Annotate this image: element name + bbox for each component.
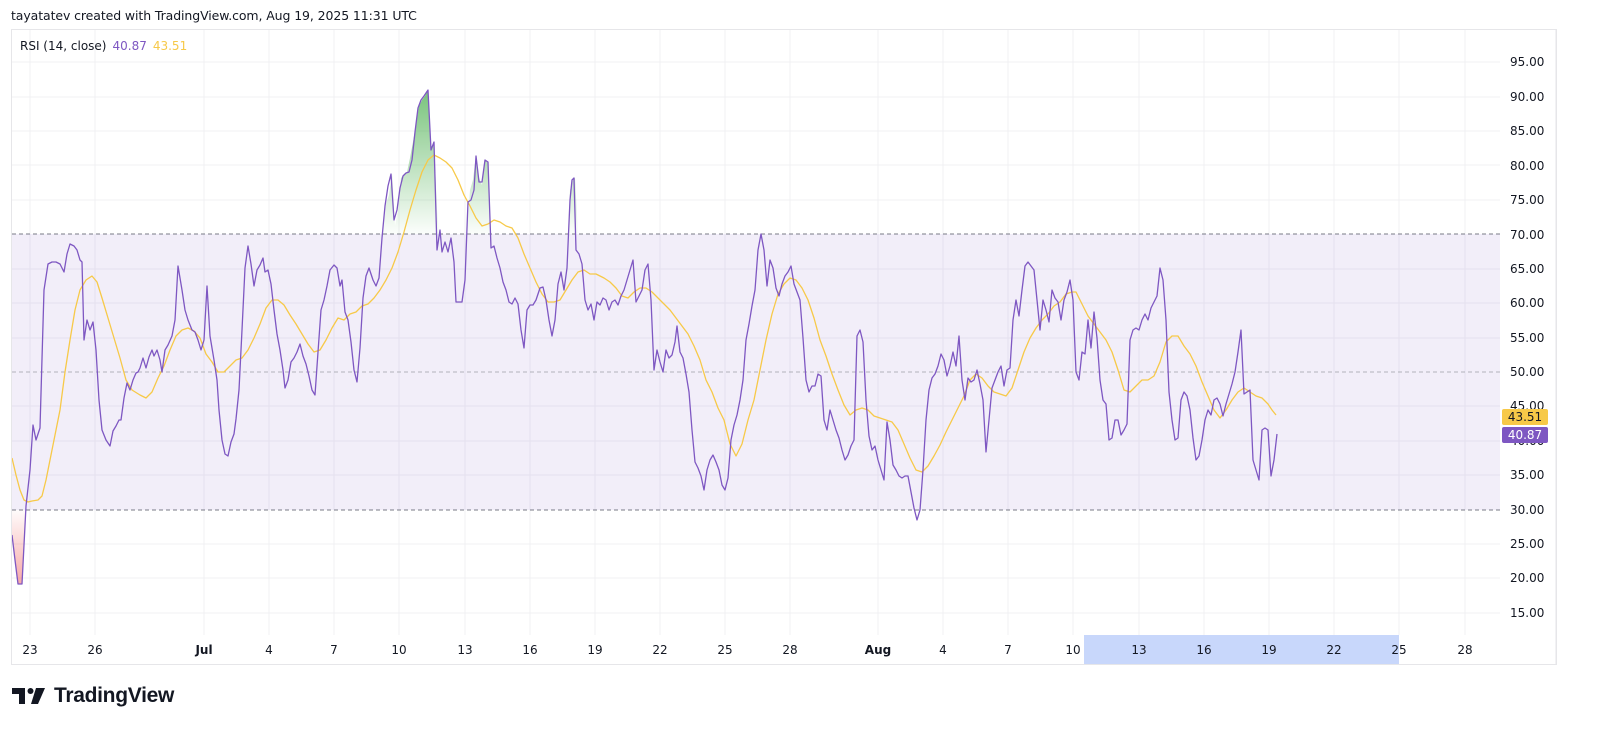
chart-credit: tayatatev created with TradingView.com, … bbox=[11, 8, 417, 23]
rsi-price-tag: 40.87 bbox=[1502, 427, 1548, 443]
y-tick: 65.00 bbox=[1510, 262, 1545, 276]
x-tick: 28 bbox=[1457, 643, 1473, 657]
x-tick: 25 bbox=[717, 643, 733, 657]
indicator-legend[interactable]: RSI (14, close) 40.87 43.51 bbox=[20, 39, 187, 53]
y-tick: 35.00 bbox=[1510, 468, 1545, 482]
x-tick: 13 bbox=[1131, 643, 1147, 657]
x-range-highlight bbox=[1084, 635, 1399, 664]
x-tick: 26 bbox=[87, 643, 103, 657]
x-tick: 16 bbox=[1196, 643, 1212, 657]
x-tick: 10 bbox=[391, 643, 407, 657]
y-tick: 15.00 bbox=[1510, 606, 1545, 620]
x-tick: 19 bbox=[587, 643, 603, 657]
y-tick: 90.00 bbox=[1510, 90, 1545, 104]
y-tick: 85.00 bbox=[1510, 124, 1545, 138]
x-tick: 10 bbox=[1065, 643, 1081, 657]
y-tick: 80.00 bbox=[1510, 159, 1545, 173]
tradingview-logo-icon bbox=[12, 688, 45, 704]
x-tick: 22 bbox=[652, 643, 668, 657]
x-tick: 16 bbox=[522, 643, 538, 657]
x-tick: 23 bbox=[22, 643, 38, 657]
y-tick: 25.00 bbox=[1510, 537, 1545, 551]
horizontal-grid bbox=[12, 61, 1500, 614]
x-tick: 4 bbox=[939, 643, 947, 657]
indicator-name: RSI (14, close) bbox=[20, 39, 107, 53]
x-tick: 4 bbox=[265, 643, 273, 657]
vertical-grid bbox=[29, 30, 1466, 635]
y-tick: 50.00 bbox=[1510, 365, 1545, 379]
y-tick: 30.00 bbox=[1510, 503, 1545, 517]
x-tick-month: Jul bbox=[195, 643, 213, 657]
x-tick: 7 bbox=[1004, 643, 1012, 657]
ma-price-tag: 43.51 bbox=[1502, 409, 1548, 425]
y-tick: 75.00 bbox=[1510, 193, 1545, 207]
x-tick: 28 bbox=[782, 643, 798, 657]
x-tick-month: Aug bbox=[864, 643, 892, 657]
y-tick: 20.00 bbox=[1510, 571, 1545, 585]
y-tick: 55.00 bbox=[1510, 331, 1545, 345]
x-tick: 13 bbox=[457, 643, 473, 657]
rsi-value: 40.87 bbox=[112, 39, 147, 53]
y-tick: 95.00 bbox=[1510, 55, 1545, 69]
tradingview-logo[interactable]: TradingView bbox=[12, 684, 174, 708]
x-tick: 19 bbox=[1261, 643, 1277, 657]
y-tick: 60.00 bbox=[1510, 296, 1545, 310]
x-tick: 7 bbox=[330, 643, 338, 657]
x-tick: 25 bbox=[1391, 643, 1407, 657]
x-tick: 22 bbox=[1326, 643, 1342, 657]
rsi-ma-value: 43.51 bbox=[152, 39, 188, 53]
y-tick: 70.00 bbox=[1510, 228, 1545, 242]
rsi-line bbox=[12, 89, 1278, 585]
logo-wordmark: TradingView bbox=[54, 684, 175, 707]
overbought-fill bbox=[383, 90, 762, 234]
